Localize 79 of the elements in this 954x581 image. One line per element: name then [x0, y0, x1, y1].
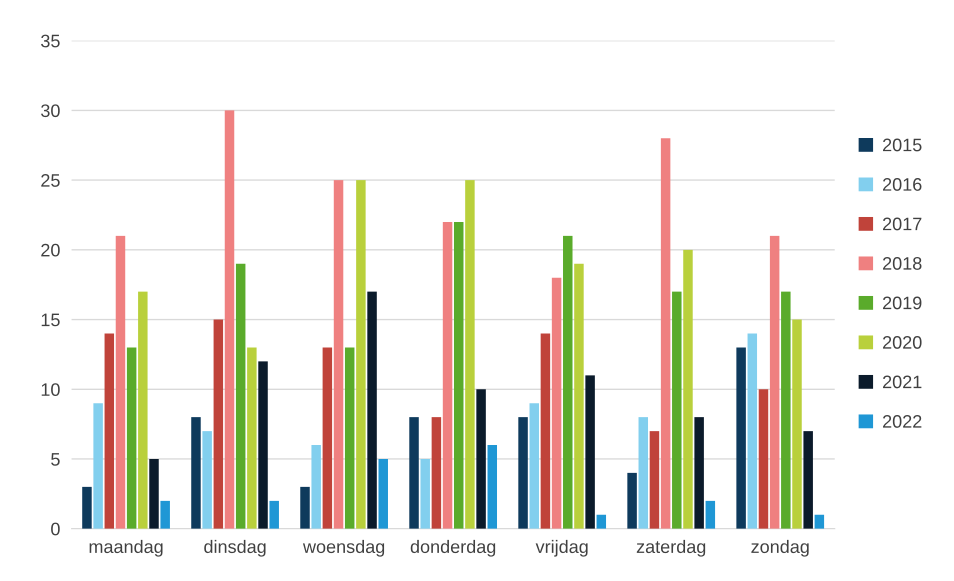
legend-label: 2021 — [883, 376, 922, 388]
x-tick-label: maandag — [90, 540, 163, 557]
bar — [672, 292, 682, 529]
bar — [269, 500, 279, 529]
bar — [814, 514, 824, 529]
y-tick-label: 10 — [42, 383, 60, 396]
y-tick-label: 5 — [51, 453, 60, 466]
bar — [344, 347, 354, 529]
bar — [574, 264, 584, 529]
bar — [300, 486, 310, 529]
bar — [540, 333, 550, 529]
legend-label: 2015 — [883, 138, 922, 152]
x-tick-label: donderdag — [410, 540, 496, 557]
bar — [367, 292, 377, 529]
bar — [706, 500, 716, 529]
bar — [638, 417, 648, 529]
bar — [104, 333, 114, 529]
bar — [585, 375, 595, 529]
bar — [191, 417, 201, 529]
y-tick-label: 20 — [41, 244, 60, 257]
x-tick-label: woensdag — [302, 540, 384, 557]
bar — [202, 431, 212, 529]
bar — [138, 292, 148, 529]
bar — [552, 278, 562, 529]
bar — [736, 347, 746, 529]
bar — [214, 320, 224, 529]
bar — [770, 236, 780, 529]
bar — [758, 389, 768, 529]
bar — [454, 222, 464, 529]
bar — [236, 264, 246, 529]
legend-label: 2022 — [883, 415, 922, 428]
bar — [116, 236, 126, 529]
legend-label: 2018 — [883, 257, 922, 270]
bar — [247, 347, 257, 529]
legend-label: 2016 — [883, 178, 922, 191]
legend-label: 2017 — [883, 218, 922, 230]
bar — [694, 417, 704, 529]
bar — [126, 347, 136, 529]
bar — [322, 347, 332, 529]
bar — [650, 431, 660, 529]
bar — [82, 486, 92, 529]
bar — [258, 361, 268, 529]
bar — [488, 445, 498, 529]
bar — [803, 431, 813, 529]
x-tick-label: zondag — [751, 540, 809, 557]
bar — [683, 250, 693, 529]
y-tick-label: 35 — [41, 34, 60, 48]
bar — [476, 389, 486, 529]
bar — [748, 333, 758, 529]
bar — [596, 514, 606, 529]
bar — [420, 458, 430, 529]
y-tick-label: 25 — [41, 174, 60, 187]
x-tick-label: vrijdag — [536, 540, 588, 557]
y-tick-label: 30 — [41, 104, 60, 118]
bar — [160, 500, 170, 529]
bar — [93, 403, 103, 529]
x-tick-label: zaterdag — [636, 540, 706, 557]
bar — [660, 138, 670, 529]
bar — [409, 417, 419, 529]
bar — [356, 180, 366, 529]
bar — [465, 180, 475, 529]
bar — [149, 458, 159, 529]
bar — [378, 458, 388, 529]
bar — [627, 472, 637, 529]
y-tick-label: 0 — [51, 522, 60, 536]
legend-label: 2020 — [883, 336, 922, 349]
bar — [224, 110, 234, 529]
bar — [518, 417, 528, 529]
bar — [334, 180, 344, 529]
bar — [442, 222, 452, 529]
bar — [311, 445, 321, 529]
legend-label: 2019 — [883, 296, 922, 310]
y-tick-label: 15 — [42, 314, 60, 326]
x-tick-label: dinsdag — [204, 540, 266, 557]
bar — [781, 292, 791, 529]
bar — [792, 320, 802, 529]
bar — [563, 236, 573, 529]
bar — [529, 403, 539, 529]
bar — [432, 417, 442, 529]
